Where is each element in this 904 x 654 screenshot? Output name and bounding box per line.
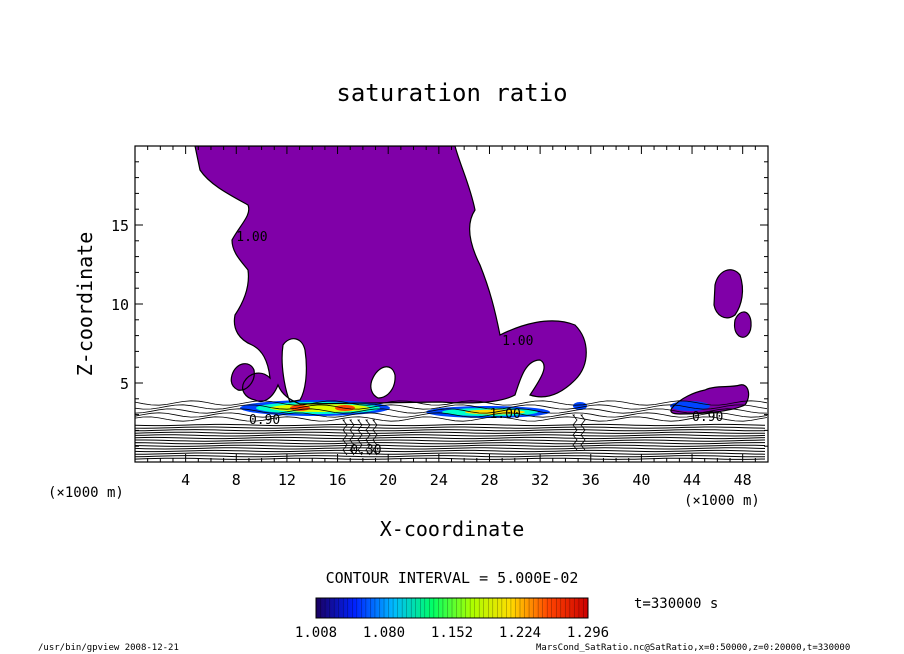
contour-line (135, 423, 766, 427)
contour-line (135, 408, 768, 414)
region-outline (230, 363, 255, 391)
x-tick-label: 4 (181, 471, 190, 489)
contour-line (135, 431, 766, 434)
footer-right: MarsCond_SatRatio.nc@SatRatio,x=0:50000,… (536, 643, 850, 653)
region-outline (281, 338, 307, 403)
contour-line (135, 444, 766, 447)
y-tick-label: 5 (120, 375, 129, 393)
contour-line (135, 416, 768, 422)
contour-line (342, 419, 348, 456)
contour-labels: 1.00 1.00 1.00 0.90 0.90 0.30 (236, 230, 723, 458)
colorbar-ticks: 1.008 1.080 1.152 1.224 1.296 (295, 625, 609, 641)
contour-line (135, 455, 766, 458)
colorbar: 1.008 1.080 1.152 1.224 1.296 (295, 597, 609, 641)
x-tick-label: 16 (329, 471, 347, 489)
plot-area: 1.00 1.00 1.00 0.90 0.90 0.30 (135, 146, 768, 460)
right-blob-upper (714, 269, 743, 318)
contour-line (580, 414, 586, 451)
contour-label: 0.30 (350, 443, 381, 458)
x-tick-label: 32 (531, 471, 549, 489)
colorbar-tick-label: 1.296 (567, 625, 609, 641)
chart-title: saturation ratio (336, 79, 567, 107)
y-axis-label: Z-coordinate (73, 232, 97, 377)
right-blob-lower (734, 311, 752, 338)
contour-line (135, 412, 768, 418)
contour-line (357, 419, 363, 456)
contour-line (135, 434, 766, 437)
contour-label: 0.90 (249, 413, 280, 428)
supersaturated-regions (195, 146, 752, 414)
x-tick-label: 12 (278, 471, 296, 489)
region-outline (370, 366, 396, 399)
region-outline (670, 384, 750, 415)
x-tick-label: 36 (582, 471, 600, 489)
colorbar-tick-label: 1.008 (295, 625, 337, 641)
footer-left: /usr/bin/gpview 2008-12-21 (38, 643, 179, 653)
contour-interval: CONTOUR INTERVAL = 5.000E-02 (326, 569, 579, 587)
contour-line (135, 400, 768, 406)
y-axis: 5 10 15 (111, 161, 768, 447)
region-outline (733, 311, 752, 338)
contour-line (135, 452, 766, 455)
x-unit-left: (×1000 m) (48, 485, 124, 501)
region-outlines (194, 146, 752, 415)
x-axis: 4 8 12 16 20 24 28 32 36 40 44 48 (147, 146, 756, 489)
contour-line (372, 419, 378, 456)
colorbar-tick-label: 1.080 (363, 625, 405, 641)
x-tick-label: 28 (480, 471, 498, 489)
x-unit-right: (×1000 m) (684, 493, 760, 509)
contour-label: 1.00 (502, 334, 533, 349)
contour-label: 1.00 (489, 407, 520, 422)
contour-line (349, 419, 355, 456)
contour-line (572, 414, 578, 451)
contour-line (135, 404, 768, 410)
small-cloud-left (231, 363, 255, 391)
contour-line (135, 449, 766, 453)
colorbar-tick-label: 1.224 (499, 625, 541, 641)
contour-line (135, 447, 766, 450)
x-tick-label: 20 (379, 471, 397, 489)
x-tick-label: 44 (683, 471, 701, 489)
colorbar-divisions (320, 598, 584, 618)
region-outline (713, 269, 744, 319)
x-tick-label: 8 (232, 471, 241, 489)
hole-left (282, 338, 307, 402)
contour-line (135, 426, 766, 429)
hole-right (370, 366, 396, 398)
main-cloud-region (195, 146, 587, 404)
contour-label: 1.00 (236, 230, 267, 245)
contour-line (365, 419, 371, 456)
contour-line (135, 436, 766, 440)
region-outline (194, 146, 587, 405)
colorbar-tick-label: 1.152 (431, 625, 473, 641)
x-tick-label: 40 (632, 471, 650, 489)
x-tick-label: 48 (734, 471, 752, 489)
contour-line (135, 439, 766, 442)
contour-label: 0.90 (692, 410, 723, 425)
contour-lines (135, 400, 768, 460)
contour-line (135, 442, 765, 445)
contour-line (135, 429, 765, 432)
contour-line (135, 457, 766, 460)
x-axis-label: X-coordinate (380, 517, 525, 541)
y-tick-label: 10 (111, 296, 129, 314)
x-tick-label: 24 (430, 471, 448, 489)
colorbar-frame (315, 597, 589, 619)
time-label: t=330000 s (634, 596, 718, 612)
y-tick-label: 15 (111, 217, 129, 235)
